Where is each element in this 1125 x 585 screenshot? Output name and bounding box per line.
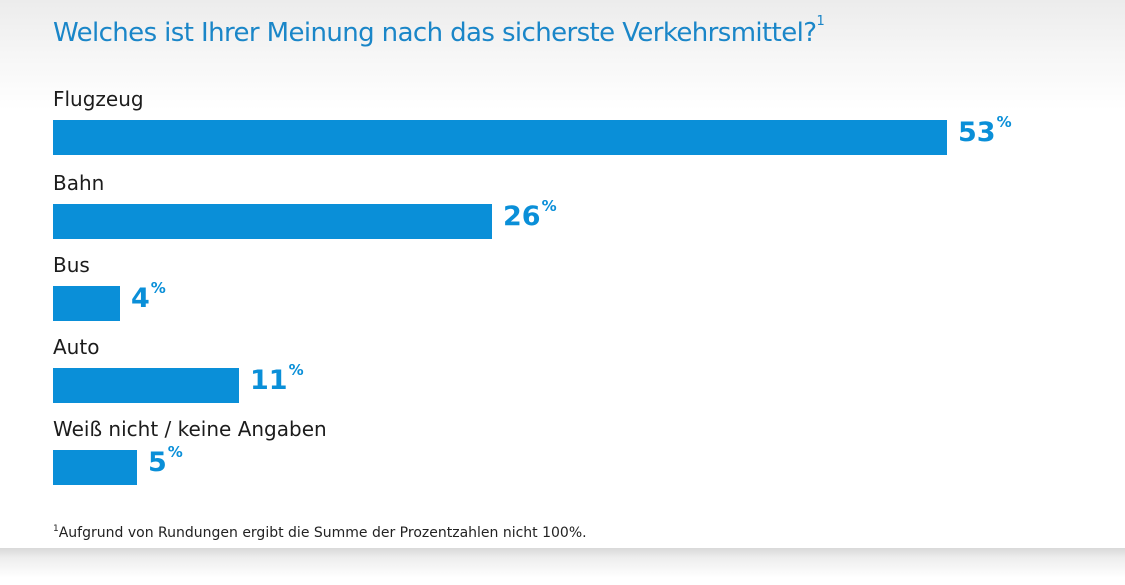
value-number: 11 <box>250 365 288 396</box>
value-unit: % <box>996 113 1012 131</box>
value-label-bus: 4% <box>131 279 166 314</box>
value-label-bahn: 26% <box>503 197 557 232</box>
value-unit: % <box>150 279 166 297</box>
bar-bahn <box>53 204 492 239</box>
footnote-text: Aufgrund von Rundungen ergibt die Summe … <box>58 525 587 541</box>
category-label-wei-nicht-keine-angaben: Weiß nicht / keine Angaben <box>53 417 327 441</box>
chart-title-text: Welches ist Ihrer Meinung nach das siche… <box>53 18 817 48</box>
bar-flugzeug <box>53 120 947 155</box>
category-label-bahn: Bahn <box>53 171 105 195</box>
value-number: 53 <box>958 117 996 148</box>
bar-wei-nicht-keine-angaben <box>53 450 137 485</box>
value-unit: % <box>167 443 183 461</box>
value-label-auto: 11% <box>250 361 304 396</box>
value-unit: % <box>288 361 304 379</box>
category-label-bus: Bus <box>53 253 90 277</box>
title-footnote-mark: 1 <box>816 14 825 29</box>
value-number: 4 <box>131 283 150 314</box>
category-label-flugzeug: Flugzeug <box>53 87 144 111</box>
bar-auto <box>53 368 239 403</box>
category-label-auto: Auto <box>53 335 100 359</box>
value-label-wei-nicht-keine-angaben: 5% <box>148 443 183 478</box>
card-shadow <box>0 548 1125 585</box>
chart-card <box>0 0 1125 552</box>
value-number: 26 <box>503 201 541 232</box>
value-number: 5 <box>148 447 167 478</box>
value-unit: % <box>541 197 557 215</box>
bar-bus <box>53 286 120 321</box>
footnote: 1Aufgrund von Rundungen ergibt die Summe… <box>53 524 587 541</box>
value-label-flugzeug: 53% <box>958 113 1012 148</box>
bar-chart: Flugzeug 53% Bahn 26% Bus 4% Auto 11% Weiß nicht… <box>53 87 1012 485</box>
chart-title: Welches ist Ihrer Meinung nach das siche… <box>53 14 825 48</box>
footnote-mark: 1 <box>53 524 59 534</box>
